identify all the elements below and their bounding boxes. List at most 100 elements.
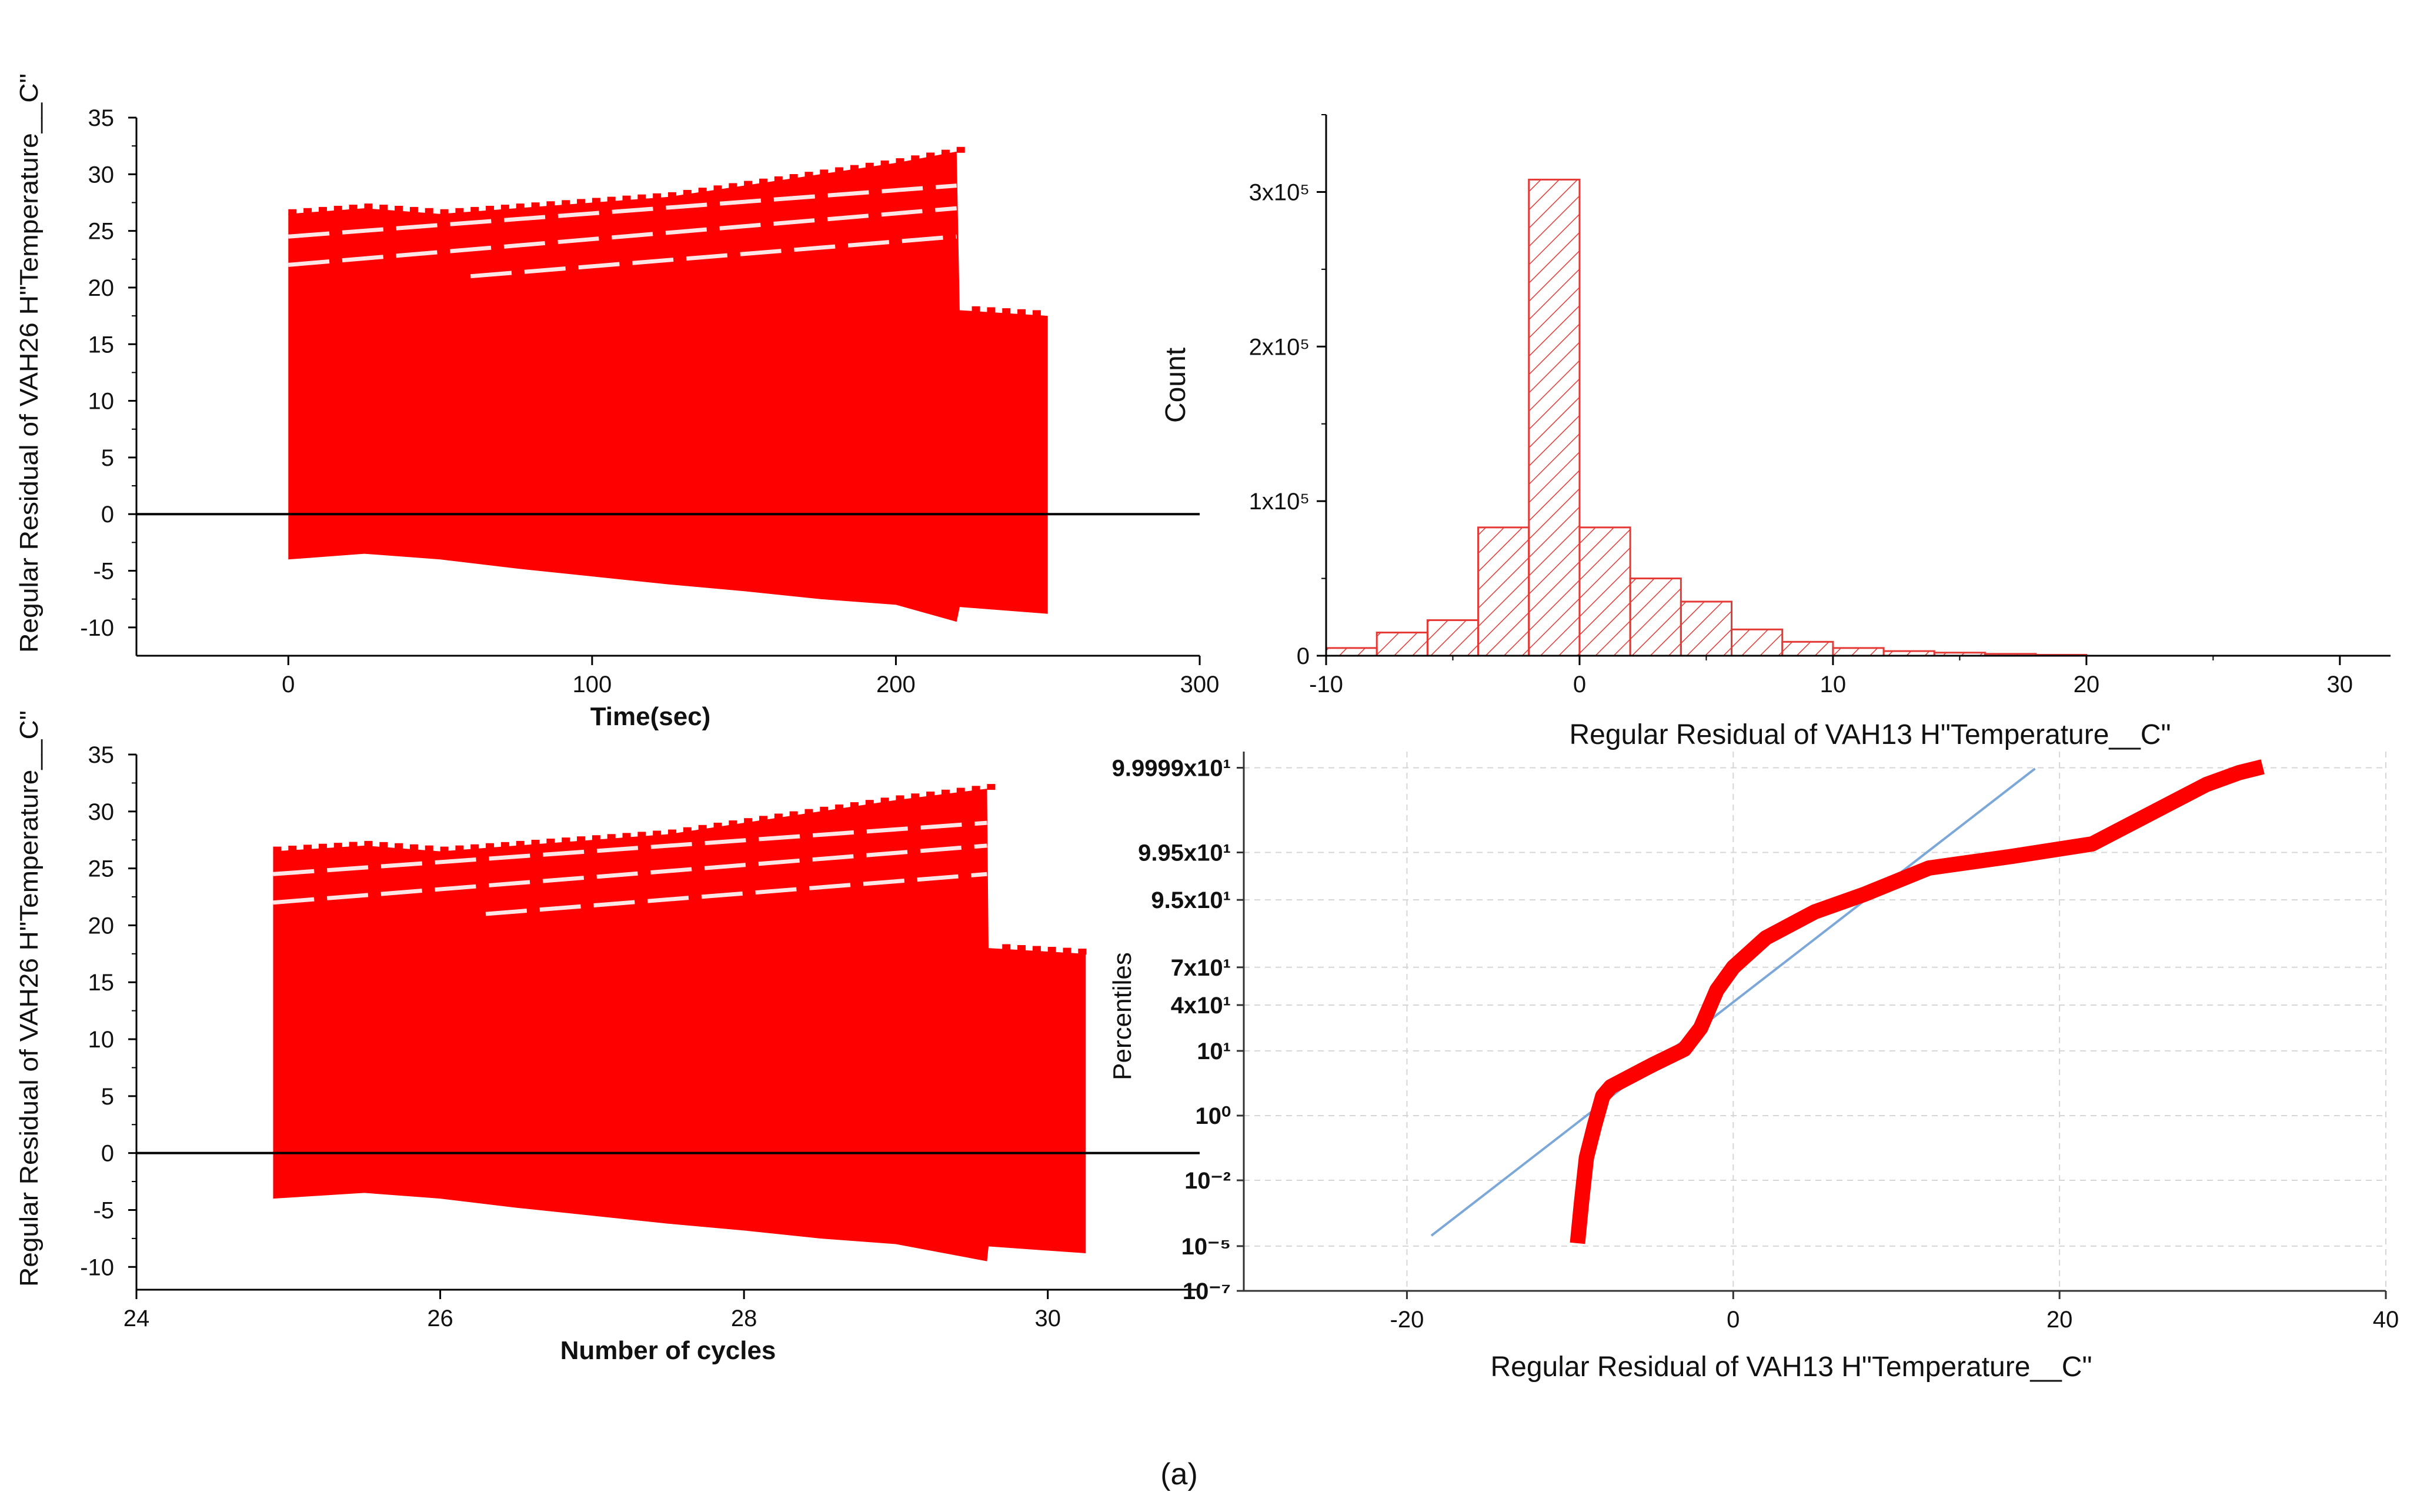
y-tick-label: 1x10⁵ [1249,489,1310,515]
y-tick-label: 25 [88,856,115,882]
x-axis-title: Regular Residual of VAH13 H"Temperature_… [1490,1351,2092,1383]
residual-edge-mark [622,833,631,839]
y-tick-label: 0 [101,502,114,528]
residual-edge-mark [516,203,525,210]
residual-edge-mark [880,160,889,166]
residual-edge-mark [896,795,904,802]
y-tick-label: 9.95x10¹ [1138,840,1231,866]
residual-edge-mark [804,809,813,815]
y-tick-label: 25 [88,219,115,245]
y-tick-label: 9.9999x10¹ [1112,756,1231,782]
residual-edge-mark [607,196,616,203]
residual-edge-mark [318,206,327,213]
residual-band-gap [470,234,957,279]
y-tick-label: -10 [80,615,114,641]
residual-edge-mark [440,209,449,215]
residual-edge-mark [409,206,418,213]
residual-edge-mark [318,843,327,850]
residual-edge-mark [1032,310,1041,316]
x-tick-label: -10 [1309,672,1343,697]
residual-data-envelope [288,151,1048,622]
x-tick-label: 300 [1180,672,1220,697]
residual-edge-mark [926,791,935,797]
residual-edge-mark [835,167,844,173]
residual-edge-mark [486,205,495,212]
residual-edge-mark [744,181,753,187]
residual-edge-mark [850,802,859,809]
residual-edge-mark [987,307,996,313]
residual-edge-mark [607,834,616,840]
residual-edge-mark [820,169,829,176]
y-axis-title: Regular Residual of VAH26 H"Temperature_… [15,710,44,1287]
residual-edge-mark [865,162,874,169]
y-tick-label: 3x10⁵ [1249,179,1310,205]
x-tick-label: 20 [2047,1307,2073,1333]
residual-edge-mark [683,189,692,196]
residual-edge-mark [349,205,358,211]
x-tick-label: 0 [1573,672,1586,697]
y-tick-label: 30 [88,162,115,188]
residual-edge-mark [789,811,798,817]
residual-band-gap [288,183,957,239]
y-tick-label: 2x10⁵ [1249,334,1310,360]
x-tick-label: 10 [1820,672,1847,697]
residual-edge-mark [562,837,570,844]
residual-edge-mark [622,195,631,202]
y-axis-title: Percentiles [1108,952,1137,1080]
residual-edge-mark [683,827,692,833]
residual-edge-mark [774,813,783,820]
residual-edge-mark [820,806,829,813]
residual-band-gap [273,843,987,905]
y-tick-label: 0 [101,1141,114,1167]
x-axis-title: Regular Residual of VAH13 H"Temperature_… [1569,719,2171,750]
y-tick-label: 15 [88,332,115,358]
residual-data-envelope [273,789,1086,1261]
residual-edge-mark [941,789,950,796]
residual-edge-mark [486,843,495,849]
y-axis-title: Count [1160,348,1191,423]
histogram-bar [1528,178,1581,657]
residual-edge-mark [1063,947,1071,954]
histogram-bar [1578,526,1631,657]
residual-edge-mark [395,205,403,212]
residual-edge-mark [409,844,418,850]
residual-edge-mark [333,205,342,212]
residual-edge-mark [592,198,600,204]
residual-edge-mark [653,193,662,199]
histogram-bar [1376,632,1428,657]
residual-band-gap [273,820,987,876]
y-tick-label: 0 [1297,643,1310,669]
x-tick-label: 100 [572,672,612,697]
histogram-bar [1325,647,1378,657]
residual-edge-mark [425,208,433,214]
histogram-bar [1477,526,1530,657]
y-tick-label: 30 [88,799,115,825]
residual-edge-mark [379,842,388,848]
residual-edge-mark [273,846,282,853]
x-tick-label: 30 [1034,1306,1061,1331]
y-tick-label: 10⁻⁷ [1183,1279,1231,1304]
residual-edge-mark [364,203,373,210]
residual-edge-mark [440,846,449,853]
y-tick-label: 10⁻⁵ [1181,1234,1231,1260]
histogram-bar [1731,628,1784,657]
x-axis-title: Time(sec) [590,702,711,731]
residual-edge-mark [303,208,312,214]
residual-edge-mark [546,839,555,845]
y-axis-title: Regular Residual of VAH26 H"Temperature_… [15,74,44,653]
y-tick-label: 35 [88,105,115,131]
residual-edge-mark [562,200,570,206]
histogram-bar [1629,578,1682,657]
y-tick-label: 35 [88,742,115,768]
y-tick-label: -5 [93,1197,114,1223]
residual-band-gap [485,872,987,916]
residual-edge-mark [1078,949,1087,955]
x-tick-label: 24 [123,1306,150,1331]
residual-edge-mark [637,832,646,838]
y-tick-label: 10¹ [1197,1039,1231,1064]
residual-edge-mark [956,787,965,794]
residual-edge-mark [865,800,874,806]
residual-edge-mark [303,845,312,851]
residual-edge-mark [455,208,464,214]
y-tick-label: 10 [88,389,115,415]
